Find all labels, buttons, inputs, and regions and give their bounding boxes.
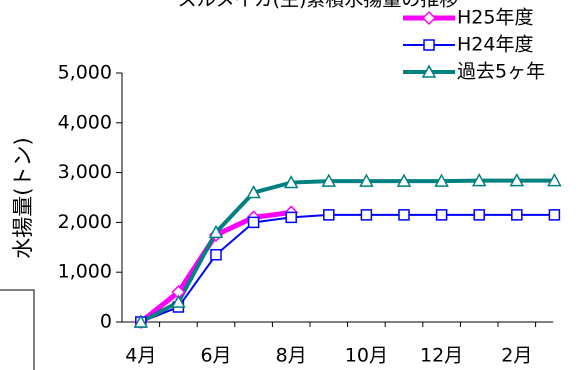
marker (133, 314, 149, 328)
marker (208, 224, 224, 239)
marker (547, 173, 562, 187)
marker (247, 216, 260, 229)
x-tick-label: 2月 (501, 345, 532, 367)
marker (435, 209, 448, 221)
marker (246, 184, 261, 199)
marker (360, 209, 373, 221)
series-line (140, 213, 555, 323)
legend-label: H24年度 (457, 34, 533, 56)
marker (210, 249, 222, 261)
y-tick-label: 3,000 (58, 161, 112, 183)
marker (509, 173, 525, 187)
marker (359, 173, 374, 187)
y-tick-label: 0 (100, 311, 112, 333)
x-tick-label: 10月 (345, 345, 388, 367)
marker (396, 173, 412, 187)
legend-label: H25年度 (457, 7, 533, 29)
marker (473, 209, 485, 221)
x-tick-label: 12月 (420, 345, 463, 367)
marker (548, 209, 561, 221)
y-axis-label: 水揚量(トン) (11, 137, 35, 258)
x-tick-label: 6月 (200, 345, 231, 367)
frame-fragment (0, 289, 35, 370)
marker (285, 211, 297, 224)
x-tick-label: 8月 (276, 345, 307, 367)
legend-marker (421, 64, 437, 78)
legend-label: 過去5ヶ年 (457, 61, 545, 83)
chart-title: スルメイカ(生)累積水揚量の推移 (178, 0, 459, 11)
marker (398, 209, 410, 221)
y-tick-label: 2,000 (58, 211, 112, 233)
legend-marker (421, 10, 437, 26)
x-tick-label: 4月 (125, 345, 156, 367)
marker (321, 173, 337, 187)
legend-marker (423, 39, 435, 51)
marker (511, 209, 523, 221)
marker (171, 294, 186, 308)
y-tick-label: 1,000 (58, 261, 112, 283)
marker (323, 209, 335, 221)
marker (283, 174, 299, 189)
y-tick-label: 5,000 (58, 62, 112, 84)
marker (434, 173, 449, 187)
y-tick-label: 4,000 (58, 111, 112, 133)
series-line (139, 178, 555, 324)
marker (471, 173, 487, 187)
